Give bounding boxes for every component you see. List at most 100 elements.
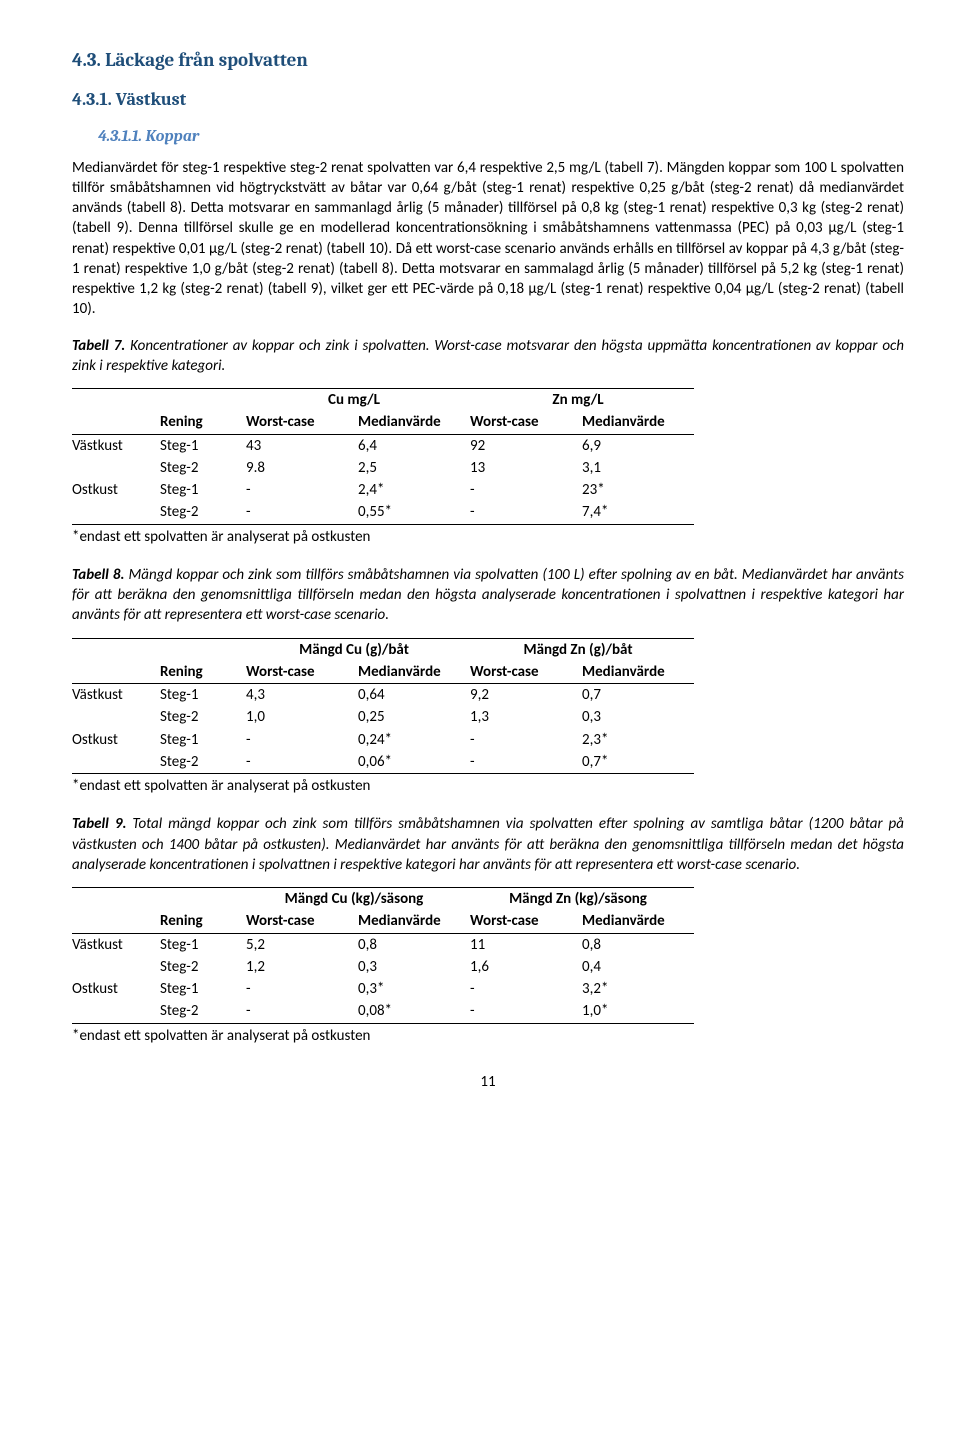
table9-caption-text: Total mängd koppar och zink som tillförs…: [72, 815, 904, 874]
table-cell: Steg-1: [160, 434, 246, 457]
table-cell: -: [470, 501, 582, 524]
table8-body: VästkustSteg-14,30,649,20,7Steg-21,00,25…: [72, 684, 694, 774]
table8-col-zn-wc: Worst-case: [470, 661, 582, 684]
table-cell: [72, 956, 160, 978]
table-row: Steg-2-0,06*-0,7*: [72, 751, 694, 774]
table9-col-zn-wc: Worst-case: [470, 910, 582, 933]
table-cell: Steg-2: [160, 501, 246, 524]
table-cell: -: [246, 1000, 358, 1023]
table8-group-zn: Mängd Zn (g)/båt: [470, 638, 694, 661]
table-row: Steg-29.82,5133,1: [72, 457, 694, 479]
table-cell: 2,3*: [582, 729, 694, 751]
table9-caption-label: Tabell 9.: [72, 815, 126, 833]
table-cell: Steg-1: [160, 978, 246, 1000]
table9-footnote: *endast ett spolvatten är analyserat på …: [72, 1026, 904, 1046]
table-cell: 2,4*: [358, 479, 470, 501]
table-row: Steg-21,20,31,60,4: [72, 956, 694, 978]
table-cell: 0,24*: [358, 729, 470, 751]
table7-col-cu-med: Medianvärde: [358, 411, 470, 434]
table-cell: 1,0: [246, 706, 358, 728]
table7: Cu mg/L Zn mg/L Rening Worst-case Median…: [72, 388, 694, 525]
table7-group-zn: Zn mg/L: [470, 389, 694, 412]
table9-body: VästkustSteg-15,20,8110,8Steg-21,20,31,6…: [72, 933, 694, 1023]
table-cell: -: [470, 978, 582, 1000]
table-cell: 92: [470, 434, 582, 457]
table-cell: 43: [246, 434, 358, 457]
table7-caption-label: Tabell 7.: [72, 337, 125, 355]
table-row: Steg-2-0,08*-1,0*: [72, 1000, 694, 1023]
table-cell: [72, 1000, 160, 1023]
table-cell: Steg-1: [160, 684, 246, 707]
table-cell: Västkust: [72, 434, 160, 457]
table9-col-zn-med: Medianvärde: [582, 910, 694, 933]
table-row: VästkustSteg-14,30,649,20,7: [72, 684, 694, 707]
table7-body: VästkustSteg-1436,4926,9Steg-29.82,5133,…: [72, 434, 694, 524]
table7-caption: Tabell 7. Koncentrationer av koppar och …: [72, 336, 904, 377]
table9: Mängd Cu (kg)/säsong Mängd Zn (kg)/säson…: [72, 887, 694, 1024]
table-cell: -: [246, 479, 358, 501]
table-cell: Steg-2: [160, 1000, 246, 1023]
table-cell: -: [246, 751, 358, 774]
table8-caption: Tabell 8. Mängd koppar och zink som till…: [72, 565, 904, 626]
table-cell: Ostkust: [72, 729, 160, 751]
table-row: OstkustSteg-1-0,24*-2,3*: [72, 729, 694, 751]
table8-col-rening: Rening: [160, 661, 246, 684]
table-row: Steg-21,00,251,30,3: [72, 706, 694, 728]
table-cell: 0,8: [582, 933, 694, 956]
table-cell: 13: [470, 457, 582, 479]
table-cell: 0,3*: [358, 978, 470, 1000]
table8-caption-text: Mängd koppar och zink som tillförs småbå…: [72, 566, 904, 625]
heading-4-3-1-1: 4.3.1.1. Koppar: [72, 126, 904, 148]
table-cell: 0,08*: [358, 1000, 470, 1023]
table-cell: 4,3: [246, 684, 358, 707]
table-row: VästkustSteg-15,20,8110,8: [72, 933, 694, 956]
table7-group-cu: Cu mg/L: [246, 389, 470, 412]
table-cell: Västkust: [72, 933, 160, 956]
table-cell: Ostkust: [72, 978, 160, 1000]
table-cell: 0,3: [582, 706, 694, 728]
table-cell: 7,4*: [582, 501, 694, 524]
table-row: Steg-2-0,55*-7,4*: [72, 501, 694, 524]
table-cell: 0,3: [358, 956, 470, 978]
table8-caption-label: Tabell 8.: [72, 566, 124, 584]
table8-group-cu: Mängd Cu (g)/båt: [246, 638, 470, 661]
table-cell: 23*: [582, 479, 694, 501]
table-cell: [72, 457, 160, 479]
table-cell: 9,2: [470, 684, 582, 707]
table-cell: 0,7*: [582, 751, 694, 774]
table-cell: 0,8: [358, 933, 470, 956]
table-cell: -: [246, 729, 358, 751]
table-cell: 0,7: [582, 684, 694, 707]
table8-col-cu-med: Medianvärde: [358, 661, 470, 684]
table-row: OstkustSteg-1-2,4*-23*: [72, 479, 694, 501]
table-cell: 6,9: [582, 434, 694, 457]
table-cell: Steg-1: [160, 729, 246, 751]
table7-col-cu-wc: Worst-case: [246, 411, 358, 434]
table9-col-cu-med: Medianvärde: [358, 910, 470, 933]
table-cell: Ostkust: [72, 479, 160, 501]
table-cell: -: [470, 729, 582, 751]
table-cell: 0,55*: [358, 501, 470, 524]
table-cell: 2,5: [358, 457, 470, 479]
table7-caption-text: Koncentrationer av koppar och zink i spo…: [72, 337, 904, 375]
table-cell: Steg-2: [160, 751, 246, 774]
table-cell: -: [246, 501, 358, 524]
table-row: OstkustSteg-1-0,3*-3,2*: [72, 978, 694, 1000]
table-cell: -: [470, 1000, 582, 1023]
table8-footnote: *endast ett spolvatten är analyserat på …: [72, 776, 904, 796]
table-cell: 0,4: [582, 956, 694, 978]
table7-footnote: *endast ett spolvatten är analyserat på …: [72, 527, 904, 547]
table-cell: Steg-1: [160, 933, 246, 956]
page-number: 11: [72, 1072, 904, 1092]
table-cell: 6,4: [358, 434, 470, 457]
table-cell: 1,3: [470, 706, 582, 728]
table-cell: Västkust: [72, 684, 160, 707]
table-cell: Steg-2: [160, 706, 246, 728]
table-cell: 11: [470, 933, 582, 956]
table-cell: 1,0*: [582, 1000, 694, 1023]
table-cell: Steg-2: [160, 457, 246, 479]
table-cell: -: [246, 978, 358, 1000]
table-cell: 1,6: [470, 956, 582, 978]
table8: Mängd Cu (g)/båt Mängd Zn (g)/båt Rening…: [72, 638, 694, 775]
table-cell: 3,1: [582, 457, 694, 479]
